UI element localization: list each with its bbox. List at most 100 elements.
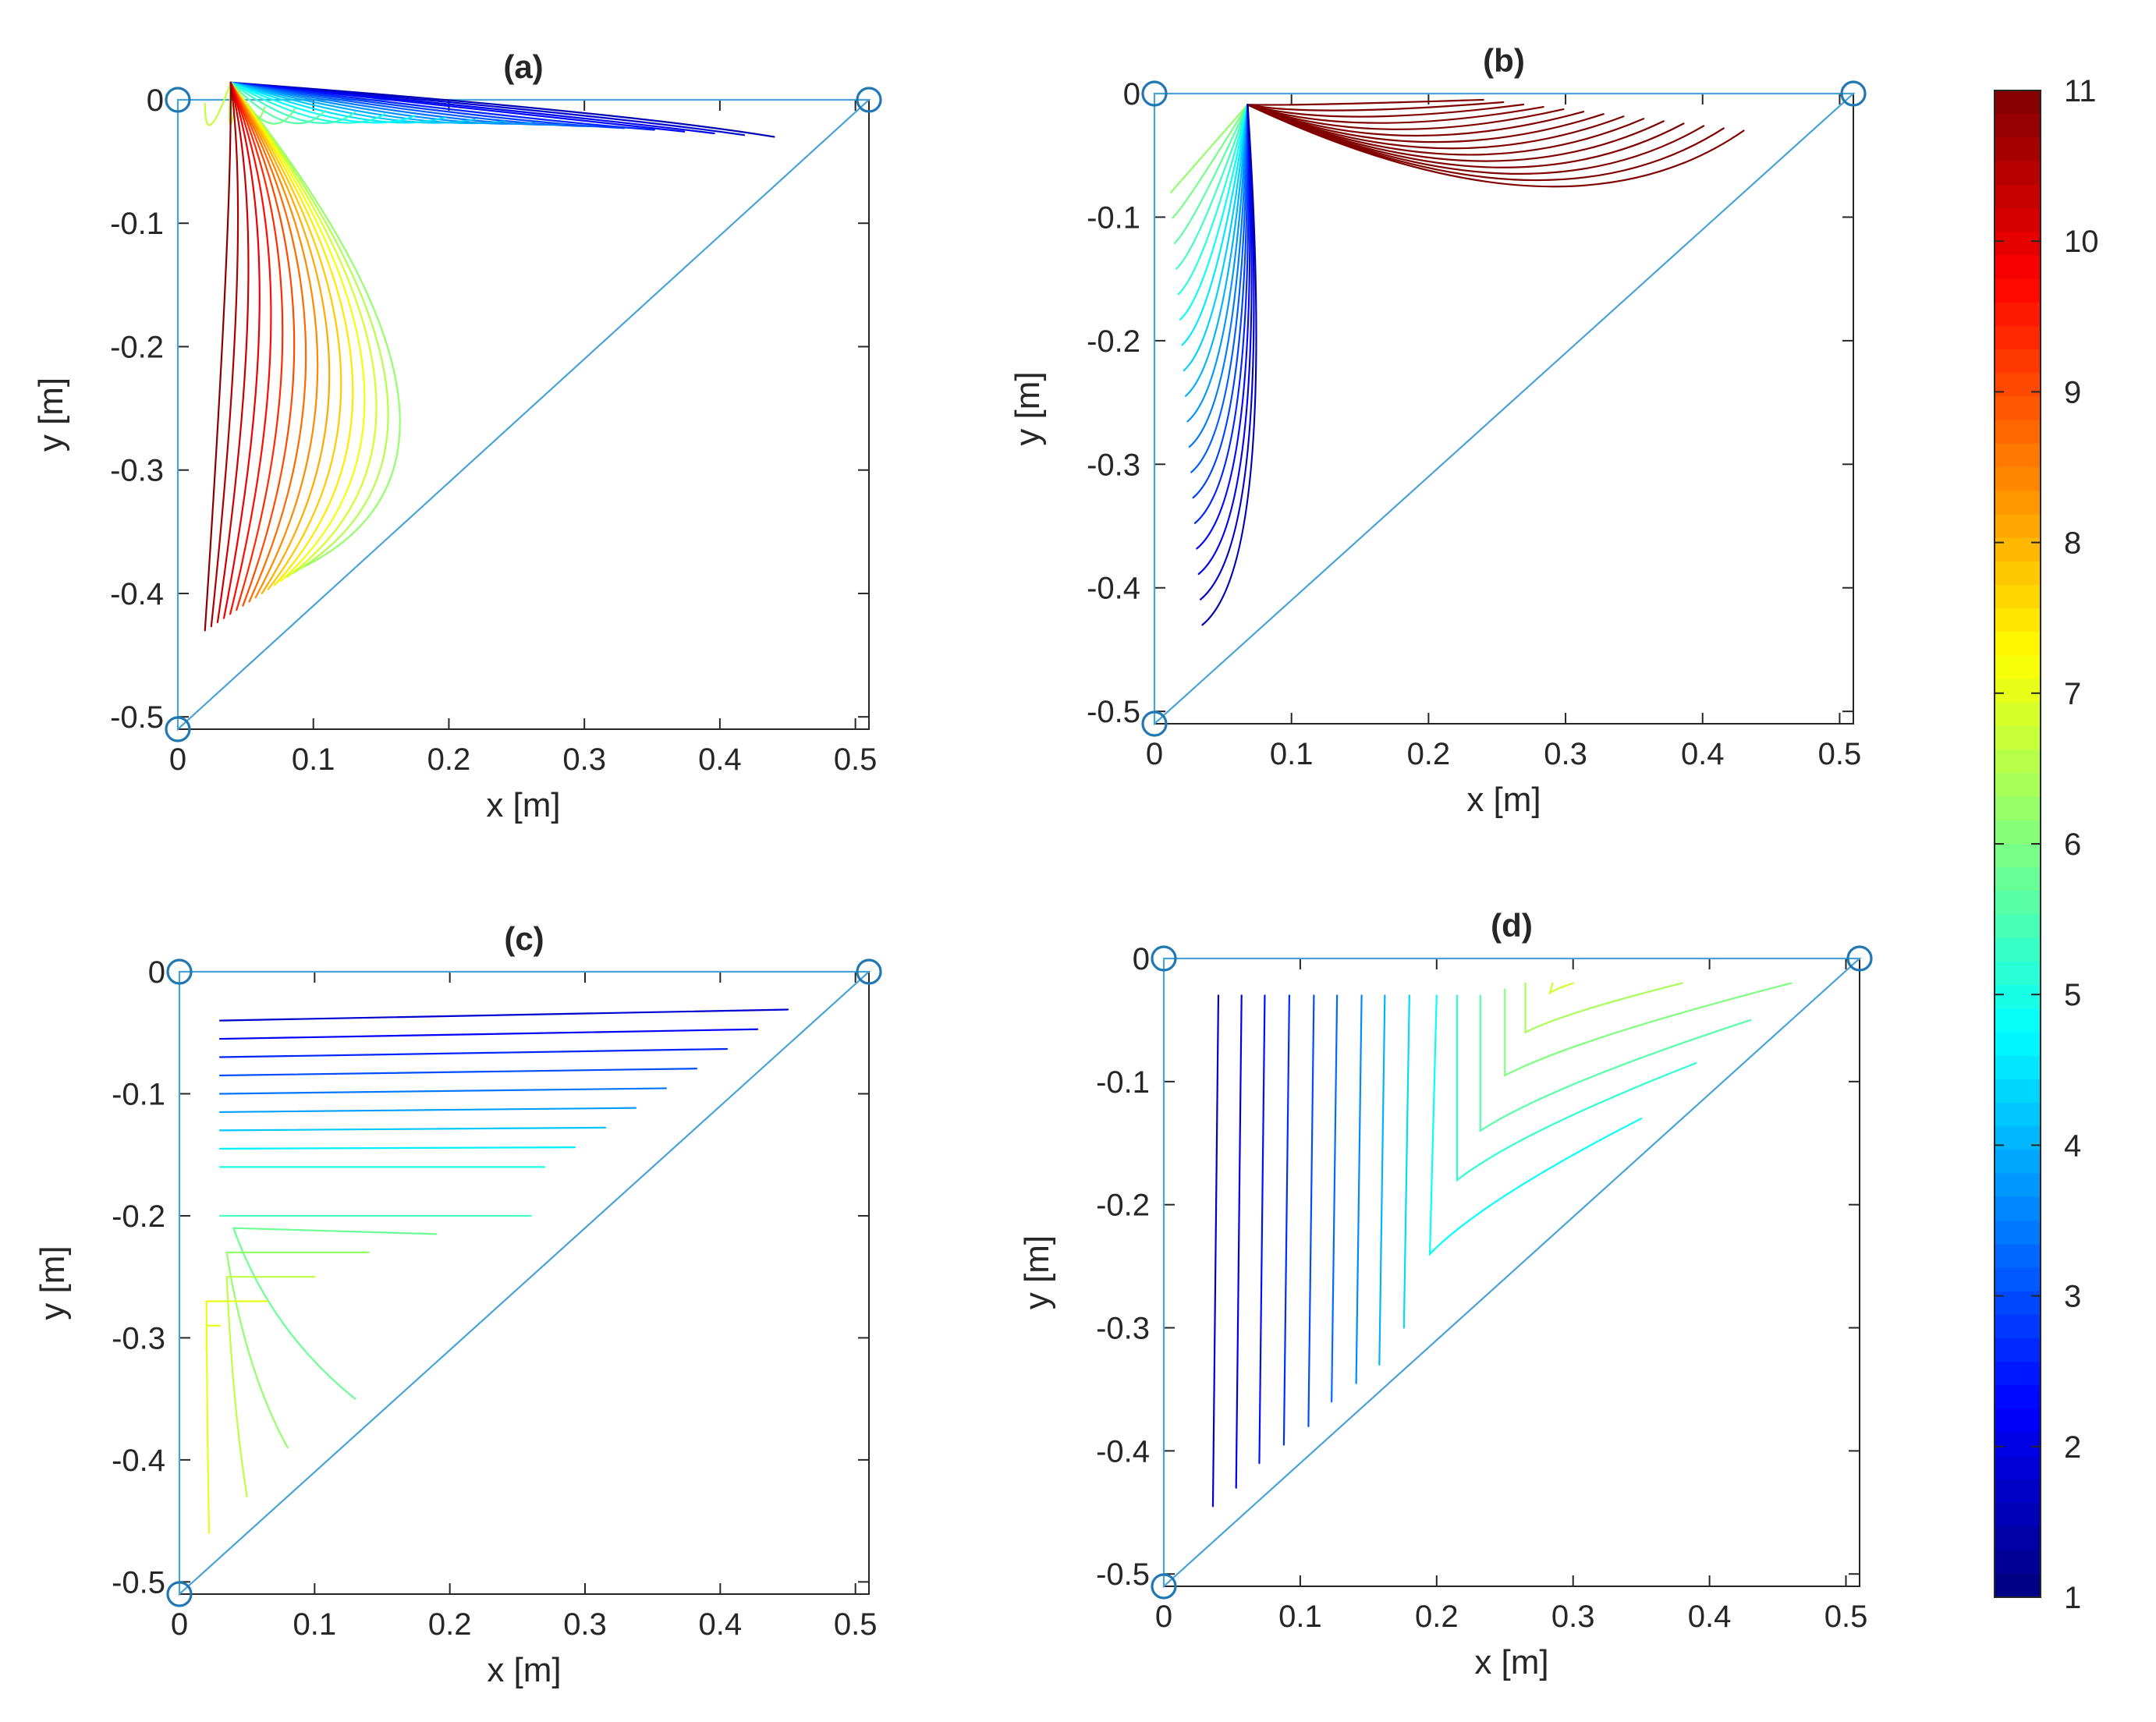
colorbar-segment	[1995, 1244, 2041, 1268]
contour-line	[1183, 104, 1249, 372]
contour-line	[216, 81, 250, 623]
colorbar-segment	[1995, 796, 2041, 821]
contour-line	[1190, 104, 1249, 473]
colorbar-segment	[1995, 1455, 2041, 1480]
contour-line	[229, 81, 356, 124]
y-axis-label: y [m]	[1018, 1235, 1056, 1309]
contour-line	[1177, 104, 1249, 296]
colorbar-segment	[1995, 1150, 2041, 1175]
x-tick-label: 0.4	[698, 742, 742, 777]
contour-line	[1246, 104, 1645, 156]
contour-line	[229, 81, 378, 578]
contour-line	[1179, 104, 1249, 321]
contour-line	[205, 1300, 268, 1534]
contour-line	[1378, 994, 1386, 1366]
y-tick-label: -0.2	[1096, 1189, 1150, 1223]
x-tick-label: 0	[1146, 737, 1163, 771]
colorbar-segment	[1995, 702, 2041, 727]
colorbar-segment	[1995, 632, 2041, 657]
contour-line	[1196, 104, 1251, 550]
contour-line	[229, 81, 272, 615]
colorbar-segment	[1995, 207, 2041, 232]
contour-line	[1197, 104, 1253, 576]
x-tick-label: 0.3	[563, 1607, 607, 1642]
contour-line	[218, 1107, 637, 1114]
contour-line	[229, 81, 342, 590]
y-tick-label: 0	[147, 83, 164, 118]
colorbar-segment	[1995, 1338, 2041, 1362]
colorbar-tick-label: 8	[2064, 526, 2081, 561]
x-tick-label: 0.4	[699, 1607, 743, 1642]
colorbar-segment	[1995, 1079, 2041, 1104]
y-tick-label: -0.3	[110, 454, 164, 488]
y-tick-label: -0.4	[112, 1444, 165, 1478]
y-tick-label: -0.4	[1087, 572, 1140, 606]
contour-line	[1246, 103, 1525, 118]
colorbar-segment	[1995, 467, 2041, 491]
colorbar-tick-label: 5	[2064, 978, 2081, 1012]
node-marker	[166, 1581, 193, 1607]
x-tick-label: 0.5	[834, 1607, 878, 1642]
colorbar-tick-label: 9	[2064, 375, 2081, 409]
colorbar-segment	[1995, 537, 2041, 562]
colorbar-segment	[1995, 491, 2041, 515]
colorbar-segment	[1995, 914, 2041, 939]
contour-line	[1258, 994, 1266, 1465]
contour-line	[229, 81, 505, 125]
colorbar-segment	[1995, 608, 2041, 632]
contour-line	[218, 1146, 576, 1150]
colorbar-segment	[1995, 1032, 2041, 1057]
colorbar-segment	[1995, 1573, 2041, 1598]
colorbar-segment	[1995, 232, 2041, 256]
y-tick-label: -0.5	[112, 1565, 165, 1600]
contour-line	[1456, 994, 1697, 1182]
colorbar-segment	[1995, 749, 2041, 774]
colorbar-segment	[1995, 1503, 2041, 1528]
colorbar-tick-label: 4	[2064, 1129, 2081, 1163]
contour-line	[229, 81, 746, 136]
contour-line	[229, 81, 326, 125]
colorbar-segment	[1995, 1221, 2041, 1245]
colorbar-segment	[1995, 114, 2041, 138]
panel-title: (c)	[504, 920, 544, 957]
contour-line	[229, 81, 319, 599]
colorbar-segment	[1995, 137, 2041, 162]
contour-line	[229, 81, 354, 586]
colorbar-segment	[1995, 1408, 2041, 1433]
colorbar-segment	[1995, 961, 2041, 986]
x-tick-label: 0.5	[834, 742, 878, 777]
contour-line	[1200, 104, 1255, 601]
node-marker	[165, 716, 191, 742]
contour-line	[1246, 104, 1585, 137]
contour-line	[229, 81, 284, 611]
contour-line	[1192, 104, 1249, 499]
x-tick-label: 0.5	[1818, 737, 1862, 771]
y-tick-label: -0.1	[1087, 200, 1140, 235]
colorbar-segment	[1995, 891, 2041, 916]
contour-line	[229, 81, 389, 574]
y-tick-label: -0.5	[1096, 1557, 1150, 1592]
colorbar-segment	[1995, 1173, 2041, 1198]
domain-outline	[176, 98, 871, 732]
contour-line	[1402, 994, 1410, 1329]
y-tick-label: -0.3	[1096, 1312, 1150, 1346]
colorbar-segment	[1995, 1126, 2041, 1151]
contour-line	[1185, 104, 1249, 397]
contour-line	[204, 81, 232, 126]
contour-lines	[204, 81, 775, 632]
y-tick-label: -0.2	[1087, 324, 1140, 359]
contour-lines	[1211, 982, 1793, 1508]
x-tick-label: 0.4	[1681, 737, 1725, 771]
contour-line	[1548, 982, 1574, 995]
colorbar-segment	[1995, 937, 2041, 962]
node-marker	[856, 87, 882, 113]
contour-line	[229, 81, 715, 135]
colorbar-segment	[1995, 396, 2041, 421]
colorbar-segment	[1995, 867, 2041, 891]
colorbar-segment	[1995, 161, 2041, 186]
y-tick-label: -0.1	[110, 207, 164, 241]
colorbar-segment	[1995, 1550, 2041, 1575]
y-tick-label: -0.3	[112, 1321, 165, 1355]
contour-line	[1428, 994, 1643, 1256]
contour-line	[1201, 104, 1257, 626]
